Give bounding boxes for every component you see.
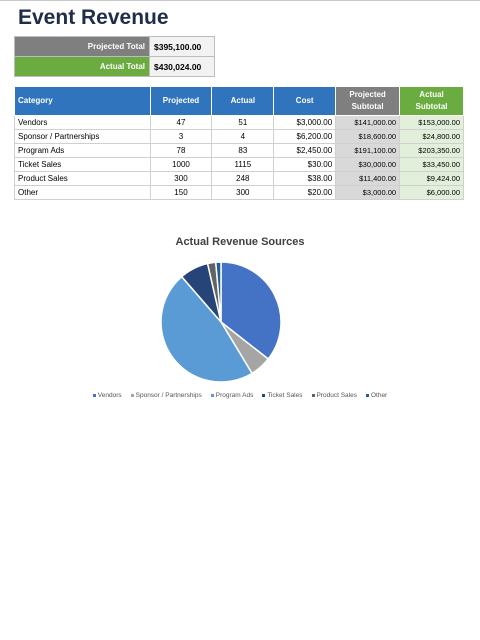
projected-total-row: Projected Total $395,100.00 (14, 36, 215, 57)
legend-label: Product Sales (316, 392, 357, 399)
cell-projected-subtotal[interactable]: $30,000.00 (335, 157, 401, 172)
cell-actual[interactable]: 1115 (211, 157, 275, 172)
revenue-table: Category Projected Actual Cost Projected… (14, 86, 464, 200)
cell-projected-subtotal[interactable]: $11,400.00 (335, 171, 401, 186)
legend-label: Other (370, 392, 388, 399)
cell-actual-subtotal[interactable]: $24,800.00 (399, 129, 464, 144)
revenue-pie-chart (160, 261, 282, 383)
cell-category[interactable]: Program Ads (14, 143, 151, 158)
header-projected-subtotal[interactable]: Projected Subtotal (335, 86, 401, 116)
header-actual-subtotal[interactable]: Actual Subtotal (399, 86, 464, 116)
actual-total-label: Actual Total (14, 56, 150, 77)
cell-cost[interactable]: $2,450.00 (273, 143, 337, 158)
cell-cost[interactable]: $38.00 (273, 171, 337, 186)
header-projected[interactable]: Projected (149, 86, 213, 116)
pie-slice-other[interactable] (214, 261, 222, 323)
table-row: Program Ads 78 83 $2,450.00 $191,100.00 $203,… (14, 143, 464, 158)
cell-category[interactable]: Sponsor / Partnerships (14, 129, 151, 144)
legend-item: Program Ads (210, 392, 254, 399)
legend-item: Other (365, 392, 388, 399)
pie-slice-vendors[interactable] (220, 261, 282, 361)
cell-projected[interactable]: 150 (149, 185, 213, 200)
cell-projected[interactable]: 3 (149, 129, 213, 144)
cell-projected[interactable]: 300 (149, 171, 213, 186)
cell-projected-subtotal[interactable]: $141,000.00 (335, 115, 401, 130)
cell-actual-subtotal[interactable]: $153,000.00 (399, 115, 464, 130)
legend-swatch (262, 394, 266, 397)
top-rule (0, 0, 480, 1)
table-row: Ticket Sales 1000 1115 $30.00 $30,000.00 $33,… (14, 157, 464, 172)
cell-actual-subtotal[interactable]: $203,350.00 (399, 143, 464, 158)
legend-label: Vendors (97, 392, 122, 399)
chart-title: Actual Revenue Sources (175, 236, 305, 248)
cell-cost[interactable]: $6,200.00 (273, 129, 337, 144)
pie-slice-program-ads[interactable] (160, 275, 254, 383)
legend-swatch (365, 394, 369, 397)
cell-actual-subtotal[interactable]: $6,000.00 (399, 185, 464, 200)
legend-swatch (311, 394, 315, 397)
table-body: Vendors 47 51 $3,000.00 $141,000.00 $153,000.… (14, 115, 464, 200)
summary-table: Projected Total $395,100.00 Actual Total… (14, 36, 215, 77)
legend-item: Sponsor / Partnerships (130, 392, 202, 399)
cell-category[interactable]: Other (14, 185, 151, 200)
legend-item: Product Sales (311, 392, 357, 399)
cell-actual[interactable]: 51 (211, 115, 275, 130)
table-row: Sponsor / Partnerships 3 4 $6,200.00 $18,600… (14, 129, 464, 144)
table-row: Vendors 47 51 $3,000.00 $141,000.00 $153,000.… (14, 115, 464, 130)
legend-label: Program Ads (215, 392, 254, 399)
cell-cost[interactable]: $30.00 (273, 157, 337, 172)
header-cost[interactable]: Cost (273, 86, 337, 116)
cell-cost[interactable]: $20.00 (273, 185, 337, 200)
cell-actual[interactable]: 248 (211, 171, 275, 186)
page-title: Event Revenue (18, 6, 169, 29)
table-row: Product Sales 300 248 $38.00 $11,400.00 $9,42… (14, 171, 464, 186)
cell-projected[interactable]: 78 (149, 143, 213, 158)
chart-legend: Vendors Sponsor / Partnerships Program Ads… (0, 392, 480, 399)
cell-projected[interactable]: 1000 (149, 157, 213, 172)
legend-swatch (210, 394, 214, 397)
cell-actual-subtotal[interactable]: $33,450.00 (399, 157, 464, 172)
actual-total-row: Actual Total $430,024.00 (14, 56, 215, 77)
cell-category[interactable]: Product Sales (14, 171, 151, 186)
cell-projected-subtotal[interactable]: $18,600.00 (335, 129, 401, 144)
cell-actual[interactable]: 300 (211, 185, 275, 200)
table-row: Other 150 300 $20.00 $3,000.00 $6,000.00 (14, 185, 464, 200)
projected-total-value[interactable]: $395,100.00 (149, 36, 215, 57)
cell-projected-subtotal[interactable]: $191,100.00 (335, 143, 401, 158)
cell-category[interactable]: Vendors (14, 115, 151, 130)
cell-cost[interactable]: $3,000.00 (273, 115, 337, 130)
cell-actual[interactable]: 83 (211, 143, 275, 158)
projected-total-label: Projected Total (14, 36, 150, 57)
cell-projected-subtotal[interactable]: $3,000.00 (335, 185, 401, 200)
header-category[interactable]: Category (14, 86, 151, 116)
legend-label: Sponsor / Partnerships (135, 392, 202, 399)
cell-actual[interactable]: 4 (211, 129, 275, 144)
legend-swatch (130, 394, 134, 397)
legend-swatch (92, 394, 96, 397)
table-header-row: Category Projected Actual Cost Projected… (14, 86, 464, 116)
actual-total-value[interactable]: $430,024.00 (149, 56, 215, 77)
header-actual[interactable]: Actual (211, 86, 275, 116)
cell-projected[interactable]: 47 (149, 115, 213, 130)
cell-actual-subtotal[interactable]: $9,424.00 (399, 171, 464, 186)
legend-label: Ticket Sales (267, 392, 303, 399)
cell-category[interactable]: Ticket Sales (14, 157, 151, 172)
legend-item: Vendors (92, 392, 122, 399)
legend-item: Ticket Sales (262, 392, 303, 399)
